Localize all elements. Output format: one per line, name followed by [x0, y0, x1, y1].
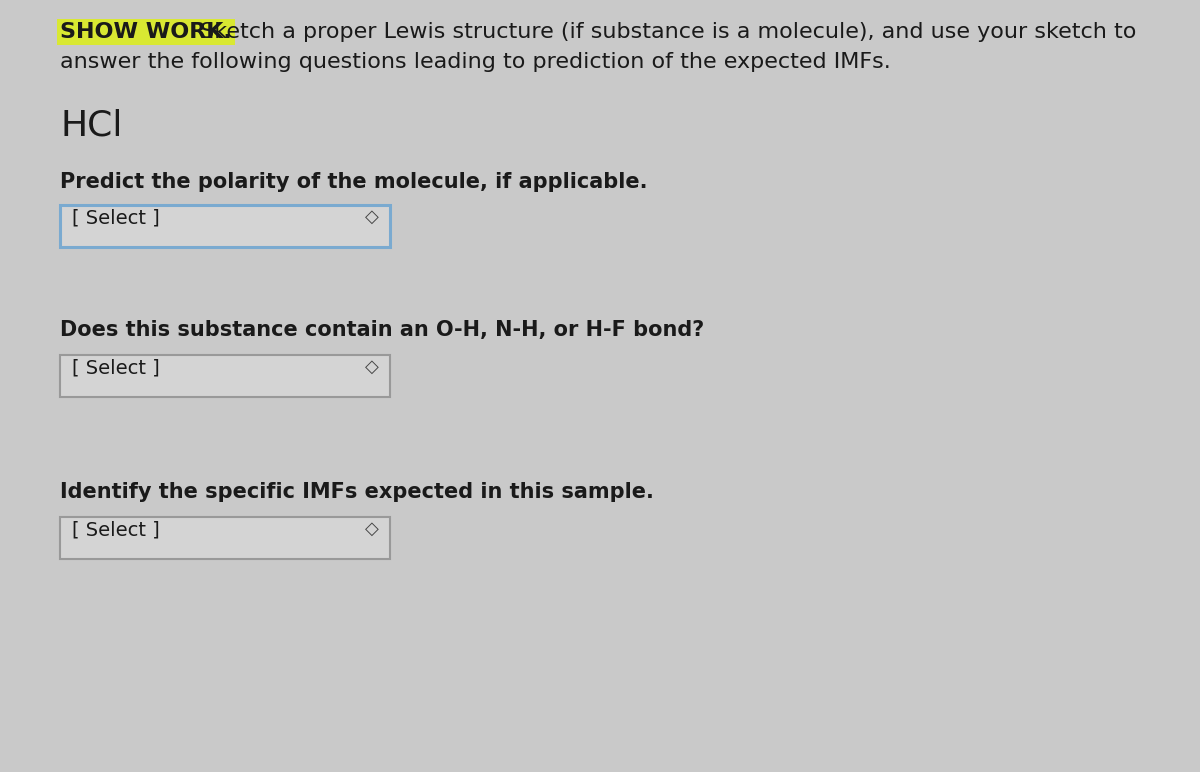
Text: [ Select ]: [ Select ]: [72, 358, 160, 377]
Text: ◇: ◇: [365, 358, 379, 376]
Text: Does this substance contain an O-H, N-H, or H-F bond?: Does this substance contain an O-H, N-H,…: [60, 320, 704, 340]
Text: ◇: ◇: [365, 520, 379, 538]
Text: SHOW WORK.: SHOW WORK.: [60, 22, 232, 42]
Text: [ Select ]: [ Select ]: [72, 520, 160, 539]
Text: Predict the polarity of the molecule, if applicable.: Predict the polarity of the molecule, if…: [60, 172, 648, 192]
Text: ◇: ◇: [365, 208, 379, 226]
Text: Identify the specific IMFs expected in this sample.: Identify the specific IMFs expected in t…: [60, 482, 654, 502]
Text: [ Select ]: [ Select ]: [72, 208, 160, 227]
FancyBboxPatch shape: [60, 355, 390, 397]
Text: Sketch a proper Lewis structure (if substance is a molecule), and use your sketc: Sketch a proper Lewis structure (if subs…: [193, 22, 1136, 42]
FancyBboxPatch shape: [60, 205, 390, 247]
FancyBboxPatch shape: [60, 517, 390, 559]
Text: HCl: HCl: [60, 108, 122, 142]
Text: answer the following questions leading to prediction of the expected IMFs.: answer the following questions leading t…: [60, 52, 890, 72]
